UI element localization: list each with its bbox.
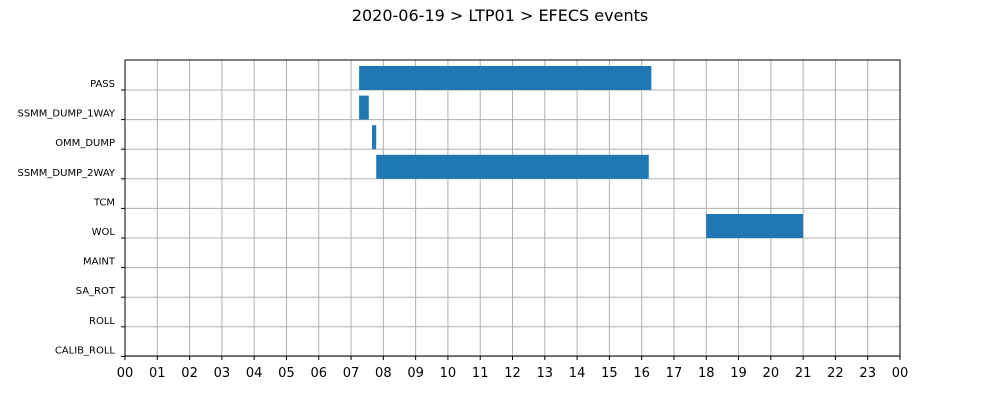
y-axis: PASS SSMM_DUMP_1WAY OMM_DUMP SSMM_DUMP_2WAY… — [17, 79, 125, 357]
y-tick-label-sa-rot: SA_ROT — [76, 286, 116, 297]
x-tick-label: 00 — [892, 366, 909, 381]
x-tick-label: 07 — [343, 366, 360, 381]
x-tick-label: 05 — [278, 366, 295, 381]
event-bar-ssmm-dump-2way — [376, 154, 649, 179]
chart-title: 2020-06-19 > LTP01 > EFECS events — [351, 6, 649, 25]
x-tick-label: 19 — [730, 366, 747, 381]
event-bar-ssmm-dump-1way — [359, 95, 369, 120]
x-tick-label: 06 — [310, 366, 327, 381]
x-tick-label: 11 — [472, 366, 489, 381]
x-tick-label: 18 — [698, 366, 715, 381]
event-bar-omm-dump — [372, 125, 377, 150]
y-tick-label-calib-roll: CALIB_ROLL — [55, 345, 116, 356]
x-tick-label: 16 — [633, 366, 650, 381]
y-tick-label-maint: MAINT — [83, 257, 116, 268]
x-tick-label: 02 — [181, 366, 198, 381]
y-tick-label-omm-dump: OMM_DUMP — [55, 138, 115, 149]
x-tick-label: 22 — [827, 366, 844, 381]
x-tick-label: 03 — [214, 366, 231, 381]
x-tick-label: 00 — [117, 366, 134, 381]
y-tick-label-pass: PASS — [90, 79, 115, 90]
x-tick-label: 12 — [504, 366, 521, 381]
y-tick-label-wol: WOL — [92, 227, 116, 238]
y-tick-label-ssmm-dump-1way: SSMM_DUMP_1WAY — [17, 109, 115, 120]
y-tick-label-roll: ROLL — [89, 316, 115, 327]
bar-layer — [359, 66, 804, 238]
x-tick-label: 14 — [569, 366, 586, 381]
x-tick-label: 01 — [149, 366, 166, 381]
x-tick-label: 23 — [859, 366, 876, 381]
x-axis: 00 01 02 03 04 05 06 07 08 09 10 11 12 13 14 15 16 17 18 19… — [117, 356, 909, 381]
event-bar-pass — [359, 66, 652, 90]
x-tick-label: 20 — [763, 366, 780, 381]
x-tick-label: 09 — [407, 366, 424, 381]
x-tick-label: 21 — [795, 366, 812, 381]
event-bar-wol — [706, 214, 804, 238]
x-tick-label: 15 — [601, 366, 618, 381]
x-tick-label: 13 — [537, 366, 554, 381]
x-tick-label: 17 — [666, 366, 683, 381]
y-tick-label-ssmm-dump-2way: SSMM_DUMP_2WAY — [17, 168, 115, 179]
x-tick-label: 04 — [246, 366, 263, 381]
grid-layer — [124, 60, 901, 357]
x-tick-label: 10 — [440, 366, 457, 381]
x-tick-label: 08 — [375, 366, 392, 381]
y-tick-label-tcm: TCM — [93, 197, 115, 208]
